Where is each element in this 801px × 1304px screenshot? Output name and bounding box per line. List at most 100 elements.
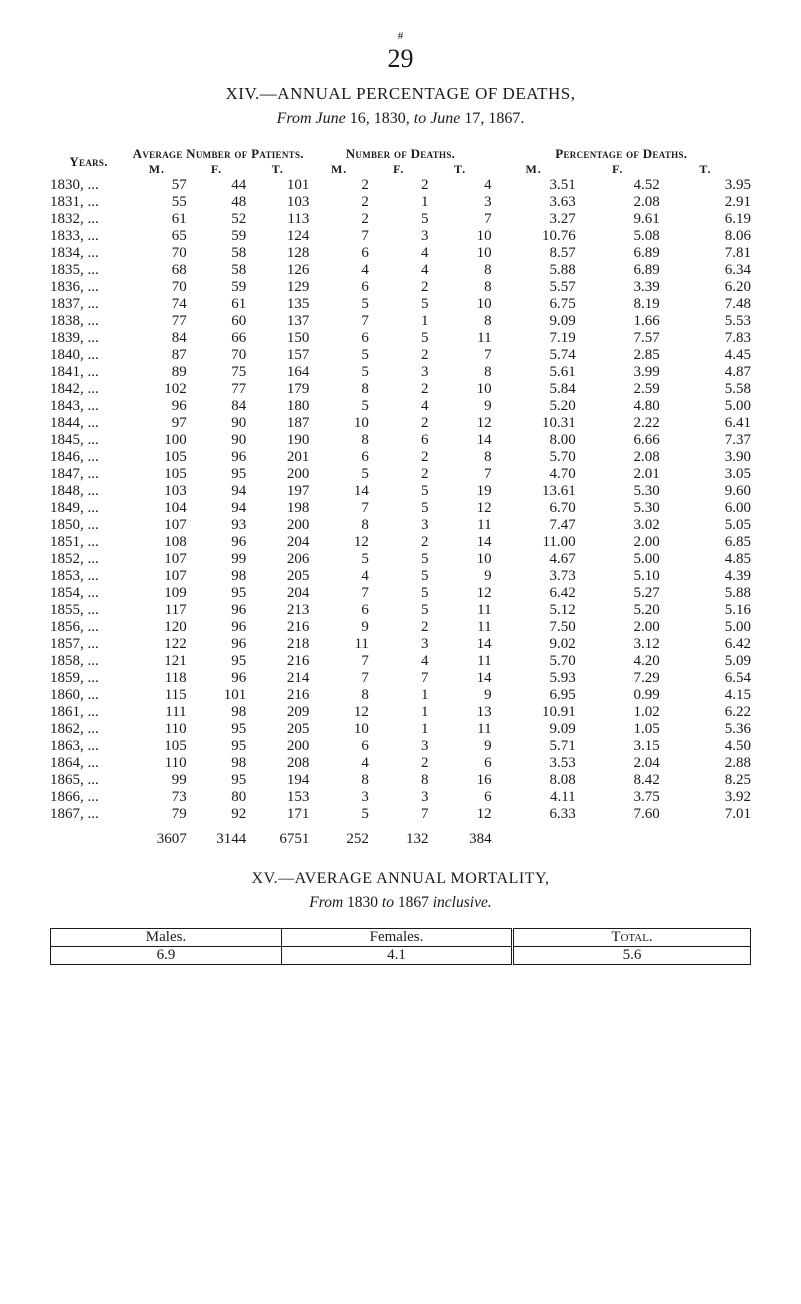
spacer-cell <box>576 823 660 831</box>
table-cell: 3.39 <box>576 279 660 296</box>
table-cell: 5.88 <box>492 262 576 279</box>
table-cell: 5 <box>309 398 369 415</box>
table-row: 1862, ...11095205101119.091.055.36 <box>50 721 751 738</box>
table-cell: 2 <box>369 449 429 466</box>
table-cell: 1.02 <box>576 704 660 721</box>
table-cell: 3.99 <box>576 364 660 381</box>
table-cell: 8 <box>429 279 492 296</box>
table-cell: 3 <box>369 517 429 534</box>
sub-m-3: M. <box>492 162 576 177</box>
table-cell: 3 <box>309 789 369 806</box>
table-cell: 13 <box>429 704 492 721</box>
table-row: 1838, ...77601377189.091.665.53 <box>50 313 751 330</box>
table-cell: 103 <box>246 194 309 211</box>
table-cell: 5.00 <box>576 551 660 568</box>
table-cell: 10.31 <box>492 415 576 432</box>
table-cell: 1 <box>369 721 429 738</box>
table-cell: 4.39 <box>660 568 751 585</box>
table-cell: 84 <box>187 398 247 415</box>
table-cell: 4 <box>309 755 369 772</box>
table-cell: 98 <box>187 568 247 585</box>
table-row: 1846, ...105962016285.702.083.90 <box>50 449 751 466</box>
table-cell: 3.12 <box>576 636 660 653</box>
table-cell: 3.95 <box>660 177 751 194</box>
table-cell: 3.73 <box>492 568 576 585</box>
year-cell: 1847, ... <box>50 466 127 483</box>
sub-header-row: M. F. T. M. F. T. M. F. T. <box>50 162 751 177</box>
sum-head-total: Total. <box>513 929 751 947</box>
table-cell: 5 <box>369 483 429 500</box>
table-cell: 7 <box>309 500 369 517</box>
table-cell: 2.91 <box>660 194 751 211</box>
table-cell: 2.00 <box>576 619 660 636</box>
table-cell: 6.42 <box>660 636 751 653</box>
table-cell: 6 <box>309 330 369 347</box>
table-cell: 11 <box>429 653 492 670</box>
table-cell: 1.05 <box>576 721 660 738</box>
table-cell: 2.85 <box>576 347 660 364</box>
total-cell <box>660 831 751 848</box>
table-cell: 8 <box>429 262 492 279</box>
table-cell: 4.15 <box>660 687 751 704</box>
table-cell: 204 <box>246 585 309 602</box>
table-cell: 171 <box>246 806 309 823</box>
summary-header-row: Males. Females. Total. <box>51 929 751 947</box>
table-cell: 99 <box>187 551 247 568</box>
table-cell: 205 <box>246 568 309 585</box>
table-cell: 5 <box>309 296 369 313</box>
table-cell: 6.00 <box>660 500 751 517</box>
header-years: Years. <box>50 146 127 177</box>
sub-f-1: F. <box>187 162 247 177</box>
table-cell: 104 <box>127 500 187 517</box>
year-cell: 1835, ... <box>50 262 127 279</box>
table-cell: 59 <box>187 279 247 296</box>
table-cell: 115 <box>127 687 187 704</box>
table-cell: 2.01 <box>576 466 660 483</box>
year-cell: 1836, ... <box>50 279 127 296</box>
table-cell: 5.58 <box>660 381 751 398</box>
group-header-row: Years. Average Number of Patients. Numbe… <box>50 146 751 162</box>
table-cell: 10.91 <box>492 704 576 721</box>
table-cell: 7.29 <box>576 670 660 687</box>
table-cell: 8 <box>429 449 492 466</box>
table-row: 1865, ...999519488168.088.428.25 <box>50 772 751 789</box>
table-cell: 179 <box>246 381 309 398</box>
year-cell: 1843, ... <box>50 398 127 415</box>
table-cell: 58 <box>187 262 247 279</box>
table-cell: 105 <box>127 466 187 483</box>
table-cell: 57 <box>127 177 187 194</box>
year-cell: 1850, ... <box>50 517 127 534</box>
table-cell: 122 <box>127 636 187 653</box>
sub2-end: inclusive. <box>433 894 492 911</box>
sum-val-males: 6.9 <box>51 947 282 965</box>
table-cell: 10 <box>429 228 492 245</box>
table-cell: 5.71 <box>492 738 576 755</box>
year-cell: 1856, ... <box>50 619 127 636</box>
year-cell: 1864, ... <box>50 755 127 772</box>
table-cell: 2.00 <box>576 534 660 551</box>
year-cell: 1838, ... <box>50 313 127 330</box>
table-cell: 12 <box>309 534 369 551</box>
table-cell: 6 <box>309 245 369 262</box>
table-cell: 208 <box>246 755 309 772</box>
table-cell: 75 <box>187 364 247 381</box>
total-cell: 132 <box>369 831 429 848</box>
table-row: 1843, ...96841805495.204.805.00 <box>50 398 751 415</box>
sum-head-males: Males. <box>51 929 282 947</box>
table-cell: 79 <box>127 806 187 823</box>
table-cell: 107 <box>127 568 187 585</box>
year-cell: 1855, ... <box>50 602 127 619</box>
spacer-cell <box>369 823 429 831</box>
table-cell: 14 <box>429 670 492 687</box>
table-cell: 66 <box>187 330 247 347</box>
table-cell: 96 <box>187 449 247 466</box>
table-cell: 5 <box>309 466 369 483</box>
table-cell: 135 <box>246 296 309 313</box>
table-cell: 3.63 <box>492 194 576 211</box>
table-cell: 14 <box>429 432 492 449</box>
table-cell: 7.60 <box>576 806 660 823</box>
table-cell: 5 <box>369 296 429 313</box>
table-row: 1830, ...57441012243.514.523.95 <box>50 177 751 194</box>
table-cell: 8 <box>369 772 429 789</box>
table-cell: 7.47 <box>492 517 576 534</box>
